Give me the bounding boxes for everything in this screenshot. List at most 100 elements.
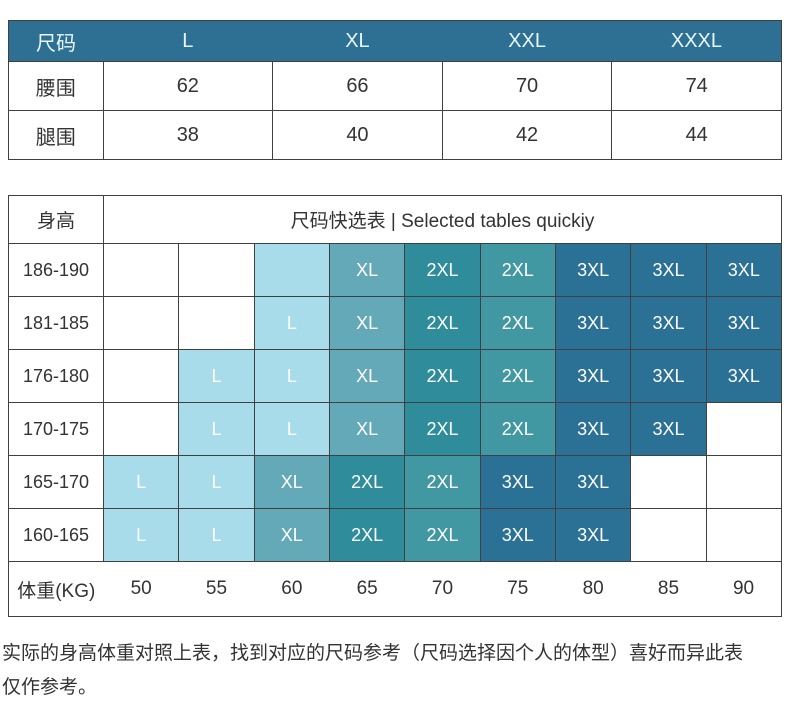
size-cell: 3XL	[554, 296, 632, 350]
size-cell: 2XL	[328, 455, 406, 509]
size-cell	[253, 243, 330, 297]
quick-row: 176-180 L L XL 2XL 2XL 3XL 3XL 3XL	[8, 349, 783, 403]
size-cell: XL	[253, 508, 330, 562]
size-cell	[102, 402, 180, 456]
size-cell: XL	[328, 243, 406, 297]
spec-row-label: 腿围	[8, 110, 104, 160]
size-cell: L	[253, 349, 330, 403]
spec-header-corner: 尺码	[8, 20, 103, 62]
size-cell: 2XL	[479, 243, 556, 297]
spec-row-label: 腰围	[8, 61, 104, 111]
weight-value: 65	[329, 561, 405, 617]
size-cell	[705, 402, 783, 456]
size-cell	[102, 243, 180, 297]
spec-value: 40	[272, 110, 443, 160]
weight-value: 80	[555, 561, 631, 617]
height-range-label: 176-180	[8, 349, 104, 403]
weight-value: 60	[254, 561, 330, 617]
height-corner-label: 身高	[8, 195, 104, 244]
size-cell: L	[178, 402, 255, 456]
spec-value: 66	[272, 61, 443, 111]
size-cell: L	[253, 402, 330, 456]
size-cell: 3XL	[479, 508, 556, 562]
size-cell: 2XL	[479, 349, 556, 403]
size-cell: 3XL	[630, 349, 707, 403]
size-cell: 3XL	[479, 455, 556, 509]
weight-value: 50	[103, 561, 179, 617]
quick-row: 181-185 L XL 2XL 2XL 3XL 3XL 3XL	[8, 296, 783, 350]
size-cell	[178, 296, 255, 350]
quick-select-table: 身高 尺码快选表 | Selected tables quickiy 186-1…	[8, 195, 783, 617]
height-range-label: 165-170	[8, 455, 104, 509]
size-cell: 3XL	[630, 296, 707, 350]
spec-table: 尺码 L XL XXL XXXL 腰围 62 66 70 74 腿围 38 40 42 44	[8, 20, 782, 160]
size-cell: 2XL	[404, 243, 481, 297]
weight-value: 85	[630, 561, 707, 617]
size-cell	[630, 508, 707, 562]
note-text: 实际的身高体重对照上表，找到对应的尺码参考（尺码选择因个人的体型）喜好而异此表仅…	[2, 643, 744, 698]
height-range-label: 186-190	[8, 243, 104, 297]
size-cell: XL	[328, 402, 406, 456]
spec-value: 74	[611, 61, 782, 111]
size-cell	[705, 455, 783, 509]
quick-table-body: 身高 尺码快选表 | Selected tables quickiy 186-1…	[8, 195, 783, 617]
size-cell: 3XL	[705, 296, 783, 350]
height-range-label: 170-175	[8, 402, 104, 456]
quick-header-row: 身高 尺码快选表 | Selected tables quickiy	[8, 195, 782, 244]
spec-value: 38	[102, 110, 274, 160]
quick-row: 165-170 L L XL 2XL 2XL 3XL 3XL	[8, 455, 783, 509]
size-cell: XL	[253, 455, 330, 509]
size-cell: 2XL	[404, 508, 481, 562]
size-cell: L	[102, 508, 180, 562]
height-range-label: 160-165	[8, 508, 104, 562]
spec-header-size: L	[103, 20, 273, 62]
weight-value: 70	[404, 561, 481, 617]
size-cell: 3XL	[554, 402, 632, 456]
size-cell: 3XL	[554, 349, 632, 403]
spec-header-size: XXL	[442, 20, 612, 62]
size-cell: L	[178, 455, 255, 509]
size-cell: 2XL	[404, 296, 481, 350]
size-cell: 3XL	[554, 243, 632, 297]
size-cell: 3XL	[705, 243, 783, 297]
size-cell: 3XL	[630, 243, 707, 297]
size-cell	[102, 349, 180, 403]
spec-value: 62	[102, 61, 274, 111]
spec-value: 42	[441, 110, 613, 160]
weight-label: 体重(KG)	[8, 561, 104, 617]
quick-table-title: 尺码快选表 | Selected tables quickiy	[103, 195, 782, 244]
spec-value: 70	[441, 61, 613, 111]
size-cell: 3XL	[705, 349, 783, 403]
size-chart-page: 尺码 L XL XXL XXXL 腰围 62 66 70 74 腿围 38 40 42 44 身高 尺码快…	[0, 20, 790, 705]
spec-row: 腰围 62 66 70 74	[8, 61, 782, 111]
height-range-label: 181-185	[8, 296, 104, 350]
weight-row: 体重(KG) 50 55 60 65 70 75 80 85 90	[8, 561, 782, 617]
quick-row: 170-175 L L XL 2XL 2XL 3XL 3XL	[8, 402, 783, 456]
size-cell: L	[253, 296, 330, 350]
size-cell: 2XL	[404, 455, 481, 509]
size-cell	[630, 455, 707, 509]
size-cell: 2XL	[404, 402, 481, 456]
spec-table-body: 腰围 62 66 70 74 腿围 38 40 42 44	[8, 61, 782, 160]
spec-row: 腿围 38 40 42 44	[8, 110, 782, 160]
size-cell: 2XL	[328, 508, 406, 562]
weight-value: 90	[706, 561, 782, 617]
size-cell: 3XL	[630, 402, 707, 456]
quick-row: 160-165 L L XL 2XL 2XL 3XL 3XL	[8, 508, 783, 562]
size-cell: L	[178, 508, 255, 562]
size-cell	[102, 296, 180, 350]
weight-value: 75	[480, 561, 556, 617]
size-cell: L	[178, 349, 255, 403]
spec-header-size: XXXL	[611, 20, 782, 62]
size-cell: 2XL	[479, 402, 556, 456]
spec-header-size: XL	[272, 20, 443, 62]
size-cell: XL	[328, 349, 406, 403]
quick-row: 186-190 XL 2XL 2XL 3XL 3XL 3XL	[8, 243, 783, 297]
size-cell: 2XL	[404, 349, 481, 403]
size-cell: L	[102, 455, 180, 509]
spec-value: 44	[611, 110, 782, 160]
size-cell: XL	[328, 296, 406, 350]
size-cell: 3XL	[554, 508, 632, 562]
weight-value: 55	[178, 561, 255, 617]
size-cell: 2XL	[479, 296, 556, 350]
